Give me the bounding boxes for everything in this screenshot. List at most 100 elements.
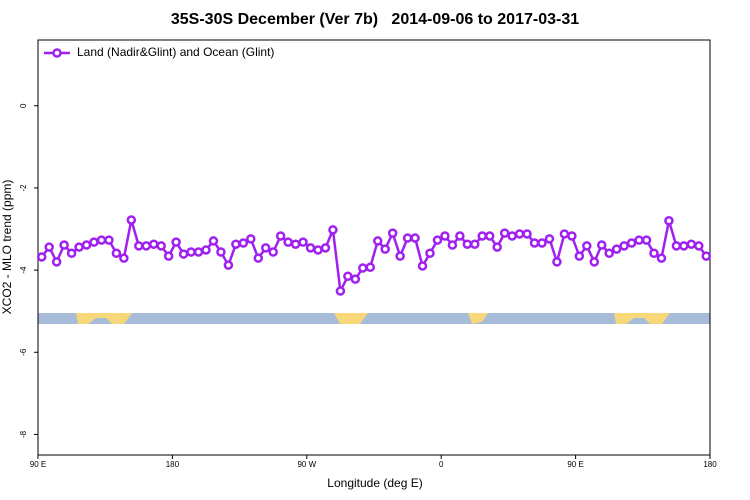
- point: [81, 240, 92, 250]
- point: [462, 239, 473, 249]
- point: [372, 236, 383, 246]
- plot-frame: [37, 39, 711, 456]
- point: [701, 251, 712, 261]
- point: [320, 243, 331, 253]
- legend-marker: [52, 48, 62, 58]
- x-tick-label: 0: [439, 460, 444, 469]
- point: [432, 235, 443, 245]
- point: [305, 243, 316, 253]
- point: [582, 241, 592, 251]
- y-tick-label: -4: [19, 266, 28, 274]
- point: [649, 248, 659, 259]
- point: [290, 239, 301, 249]
- point: [208, 236, 219, 246]
- point: [679, 241, 689, 251]
- point: [574, 251, 585, 261]
- point: [664, 216, 674, 226]
- point: [470, 239, 480, 249]
- point: [656, 253, 667, 263]
- point: [596, 240, 607, 250]
- point: [641, 235, 652, 245]
- point: [380, 244, 390, 254]
- point: [343, 271, 353, 282]
- point: [111, 248, 122, 259]
- point: [507, 231, 517, 241]
- point: [455, 231, 465, 241]
- point: [223, 260, 234, 270]
- point: [59, 240, 69, 250]
- point: [246, 234, 256, 244]
- point: [96, 235, 107, 245]
- point: [686, 239, 697, 249]
- point: [163, 251, 174, 261]
- point: [51, 257, 62, 267]
- point: [36, 252, 47, 262]
- land-patch: [468, 313, 488, 324]
- point: [552, 257, 562, 267]
- point: [395, 251, 405, 261]
- point: [186, 247, 196, 257]
- point: [298, 237, 308, 247]
- point: [671, 241, 682, 251]
- point: [619, 241, 629, 251]
- point: [66, 248, 77, 259]
- point: [44, 242, 54, 252]
- point: [126, 215, 137, 225]
- point: [417, 261, 428, 271]
- x-tick-label: 90 W: [297, 460, 316, 469]
- y-tick-label: -6: [19, 348, 28, 356]
- point: [611, 244, 622, 254]
- point: [522, 229, 532, 239]
- point: [216, 247, 226, 257]
- point: [529, 238, 540, 248]
- x-tick-label: 90 E: [30, 460, 46, 469]
- point: [74, 242, 84, 252]
- x-axis-label: Longitude (deg E): [327, 476, 422, 490]
- point: [694, 241, 704, 251]
- point: [104, 235, 114, 245]
- x-tick-label: 180: [166, 460, 180, 469]
- point: [387, 228, 398, 238]
- point: [156, 241, 166, 251]
- point: [328, 225, 338, 235]
- point: [119, 253, 129, 263]
- y-tick-label: 0: [19, 103, 28, 108]
- y-tick-label: -2: [19, 184, 28, 192]
- point: [410, 233, 420, 243]
- point: [634, 235, 644, 245]
- land-patch: [334, 313, 368, 324]
- point: [626, 238, 637, 248]
- point: [275, 231, 286, 241]
- point: [514, 229, 525, 239]
- ocean-band: [38, 313, 710, 324]
- chart-title: 35S-30S December (Ver 7b) 2014-09-06 to …: [171, 11, 579, 28]
- point: [425, 248, 435, 259]
- point: [178, 249, 189, 259]
- x-tick-label: 180: [703, 460, 717, 469]
- y-axis-label: XCO2 - MLO trend (ppm): [0, 180, 14, 315]
- x-tick-label: 90 E: [567, 460, 583, 469]
- point: [537, 238, 547, 248]
- point: [447, 240, 458, 250]
- point: [544, 234, 555, 244]
- point: [141, 241, 152, 251]
- point: [283, 237, 293, 247]
- point: [559, 229, 570, 239]
- point: [134, 241, 144, 251]
- point: [440, 231, 450, 241]
- point: [253, 253, 264, 263]
- point: [260, 243, 271, 253]
- point: [350, 274, 361, 284]
- point: [201, 245, 211, 255]
- legend-label: Land (Nadir&Glint) and Ocean (Glint): [77, 45, 274, 59]
- point: [148, 239, 159, 249]
- point: [238, 238, 249, 248]
- point: [358, 263, 368, 273]
- point: [484, 231, 495, 241]
- point: [268, 247, 278, 257]
- point: [365, 262, 376, 272]
- point: [499, 228, 510, 238]
- point: [231, 239, 241, 249]
- point: [193, 247, 204, 257]
